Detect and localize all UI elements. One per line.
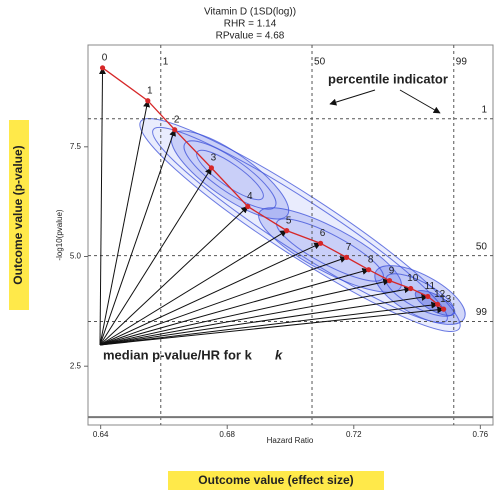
pointer-arrow <box>99 129 176 346</box>
percentile-label: 50 <box>314 57 326 68</box>
side-label-box <box>168 471 384 490</box>
side-label: Outcome value (effect size) <box>198 473 353 487</box>
y-tick-label: 7.5 <box>70 142 82 151</box>
x-axis-label: Hazard Ratio <box>267 436 314 445</box>
pointer-arrow <box>99 100 151 346</box>
point-label: 10 <box>407 273 419 284</box>
y-axis-label: -log10(pvalue) <box>55 209 64 260</box>
pointer-arrow <box>99 205 249 346</box>
pointer-arrow <box>99 242 322 346</box>
point-label: 12 <box>434 289 446 300</box>
side-label-box <box>9 120 29 310</box>
point-label: 8 <box>368 254 374 265</box>
pointer-arrow <box>99 286 412 346</box>
x-tick-label: 0.64 <box>93 430 109 439</box>
point-label: 6 <box>320 228 326 239</box>
pointer-arrow <box>99 167 212 346</box>
median-point <box>366 267 372 273</box>
median-point <box>408 285 414 292</box>
percentile-label: 1 <box>163 57 169 68</box>
median-point <box>284 228 290 234</box>
side-label: Outcome value (p-value) <box>11 145 25 284</box>
percentile-label: 99 <box>476 307 488 318</box>
y-tick-label: 2.5 <box>70 361 82 370</box>
pointer-arrow <box>99 301 439 346</box>
annotation: percentile indicator <box>328 71 448 86</box>
chart-subtitle: RPvalue = 4.68 <box>216 31 285 42</box>
pointer-arrow <box>99 293 429 346</box>
point-label: 0 <box>102 52 108 63</box>
point-label: 5 <box>286 215 292 226</box>
percentile-label: 99 <box>456 57 468 68</box>
median-point <box>425 293 431 300</box>
chart-title: Vitamin D (1SD(log)) <box>204 7 296 18</box>
point-label: 1 <box>147 85 153 96</box>
x-tick-label: 0.76 <box>473 430 489 439</box>
point-label: 4 <box>247 191 253 202</box>
y-tick-label: 5.0 <box>70 252 82 261</box>
annotation-arrow <box>329 89 376 106</box>
x-tick-label: 0.72 <box>346 430 362 439</box>
point-label: 2 <box>174 114 180 125</box>
median-point <box>343 254 350 260</box>
point-label: 7 <box>346 242 352 253</box>
point-label: 3 <box>211 153 217 164</box>
median-point <box>145 98 151 104</box>
annotation-arrow <box>399 89 441 114</box>
pointer-arrow <box>99 267 370 346</box>
x-tick-label: 0.68 <box>219 430 235 439</box>
chart-subtitle: RHR = 1.14 <box>224 19 277 30</box>
median-point <box>172 127 178 133</box>
median-point <box>386 278 393 284</box>
pointer-arrow <box>98 67 106 346</box>
percentile-label: 1 <box>481 104 487 115</box>
pointer-arrow <box>99 278 391 346</box>
median-point <box>208 165 214 171</box>
point-label: 9 <box>389 265 395 276</box>
median-point <box>245 203 251 210</box>
median-point <box>441 306 447 312</box>
median-point <box>435 301 441 307</box>
pointer-arrow <box>99 230 288 346</box>
median-line <box>102 67 445 310</box>
median-point <box>99 65 106 71</box>
point-label: 13 <box>440 294 452 305</box>
annotation: median p-value/HR for k <box>103 347 253 362</box>
pointer-arrow <box>99 306 445 346</box>
point-label: 11 <box>425 281 436 292</box>
annotation: k <box>275 347 283 362</box>
percentile-label: 50 <box>476 241 488 252</box>
median-point <box>317 240 324 246</box>
pointer-arrow <box>99 256 348 346</box>
